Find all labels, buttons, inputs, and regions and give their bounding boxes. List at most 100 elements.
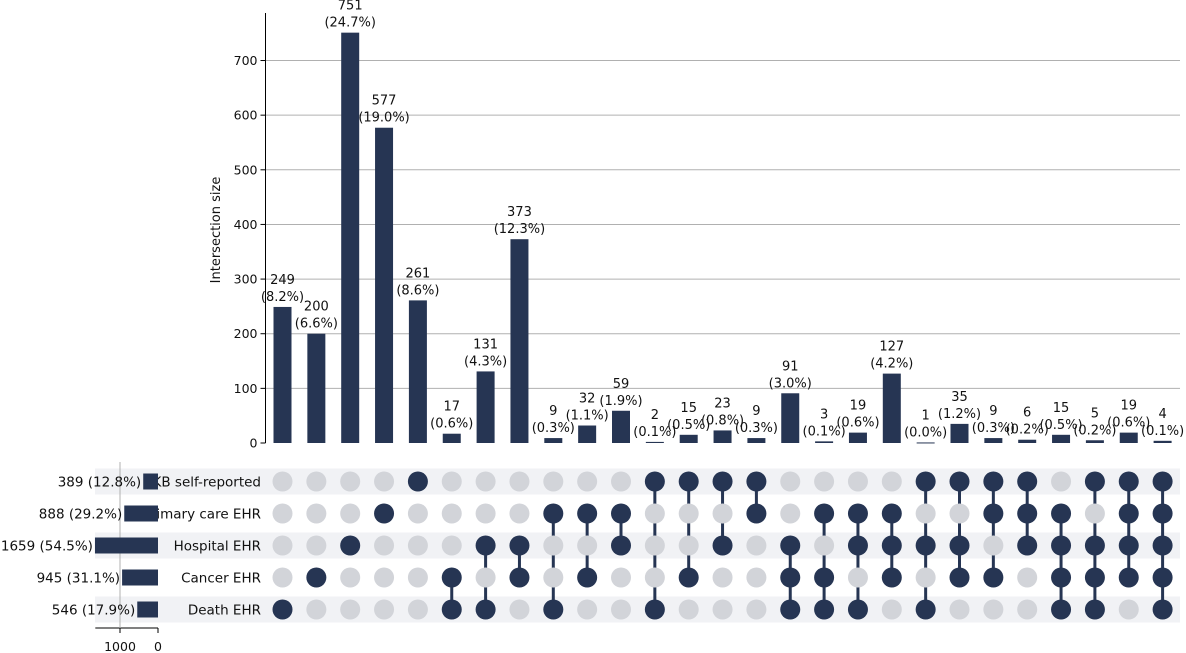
matrix-dot-empty xyxy=(407,535,428,556)
matrix-dot-empty xyxy=(1017,567,1038,588)
matrix-dot-empty xyxy=(407,599,428,620)
matrix-dot-filled xyxy=(847,535,868,556)
matrix-dot-filled xyxy=(881,535,902,556)
bar-value-label: 19 xyxy=(850,399,867,414)
intersection-bar xyxy=(375,127,394,443)
matrix-dot-empty xyxy=(1017,599,1038,620)
matrix-dot-empty xyxy=(949,599,970,620)
set-label: Death EHR xyxy=(188,603,261,619)
y-tick-label: 300 xyxy=(234,272,258,287)
bar-value-label: 127 xyxy=(879,340,904,355)
bar-percent-label: (1.2%) xyxy=(938,407,981,422)
bar-percent-label: (3.0%) xyxy=(769,376,812,391)
matrix-dot-empty xyxy=(374,471,395,492)
matrix-dot-empty xyxy=(475,567,496,588)
matrix-dot-empty xyxy=(1084,503,1105,524)
matrix-dot-filled xyxy=(1051,503,1072,524)
matrix-dot-empty xyxy=(983,599,1004,620)
gridlines xyxy=(265,60,1180,389)
matrix-dot-filled xyxy=(915,599,936,620)
intersection-bar xyxy=(645,441,664,443)
bar-value-label: 9 xyxy=(549,404,557,419)
matrix-dot-empty xyxy=(814,535,835,556)
matrix-dot-filled xyxy=(983,471,1004,492)
matrix-dot-filled xyxy=(644,471,665,492)
matrix-dot-empty xyxy=(340,471,361,492)
intersection-bar xyxy=(848,432,867,443)
y-tick-label: 400 xyxy=(234,217,258,232)
bar-value-label: 6 xyxy=(1023,406,1031,421)
matrix-dot-empty xyxy=(475,503,496,524)
bar-percent-label: (0.1%) xyxy=(803,424,846,439)
matrix-dot-empty xyxy=(272,471,293,492)
matrix-dot-filled xyxy=(340,535,361,556)
bar-percent-label: (0.5%) xyxy=(1039,418,1082,433)
matrix-dot-empty xyxy=(814,471,835,492)
bar-percent-label: (0.0%) xyxy=(904,425,947,440)
intersection-bar xyxy=(950,423,969,443)
bar-percent-label: (24.7%) xyxy=(324,16,375,31)
intersection-bar xyxy=(578,425,597,443)
matrix-dot-empty xyxy=(712,567,733,588)
matrix-dot-filled xyxy=(814,599,835,620)
intersection-bars xyxy=(273,32,1172,444)
matrix-dot-filled xyxy=(1118,567,1139,588)
matrix-dot-filled xyxy=(611,535,631,556)
matrix-dot-empty xyxy=(678,599,699,620)
matrix-dot-filled xyxy=(746,503,767,524)
matrix-dot-empty xyxy=(712,503,733,524)
matrix-dot-empty xyxy=(949,503,970,524)
bar-value-label: 17 xyxy=(443,400,460,415)
bar-percent-label: (0.2%) xyxy=(1073,423,1116,438)
set-labels: UKB self-reported Primary care EHR Hospita… xyxy=(143,475,261,619)
matrix-dot-empty xyxy=(746,567,767,588)
matrix-dot-filled xyxy=(847,503,868,524)
matrix-dot-empty xyxy=(915,567,936,588)
bar-value-label: 32 xyxy=(579,392,596,407)
matrix-dot-filled xyxy=(949,471,970,492)
matrix-dot-filled xyxy=(1017,503,1038,524)
bar-value-label: 9 xyxy=(752,404,760,419)
matrix-dot-filled xyxy=(847,599,868,620)
bar-value-label: 15 xyxy=(1053,401,1070,416)
set-size-label: 389 (12.8%) xyxy=(58,475,141,491)
matrix-dot-empty xyxy=(746,599,767,620)
matrix-dot-filled xyxy=(1152,535,1173,556)
matrix-dot-filled xyxy=(780,535,801,556)
matrix-dot-filled xyxy=(1051,567,1072,588)
matrix-dot-empty xyxy=(509,599,530,620)
matrix-dot-empty xyxy=(983,535,1004,556)
bar-percent-label: (0.3%) xyxy=(972,421,1015,436)
matrix-dot-filled xyxy=(644,599,665,620)
set-axis-tick-label: 1000 xyxy=(104,639,136,653)
bar-percent-label: (0.2%) xyxy=(1006,423,1049,438)
set-size-bar xyxy=(143,473,158,490)
matrix-dot-filled xyxy=(712,535,733,556)
matrix-dot-empty xyxy=(509,471,530,492)
set-size-bar xyxy=(94,537,158,554)
matrix-dot-empty xyxy=(881,471,902,492)
bar-value-label: 23 xyxy=(714,396,731,411)
matrix-dot-empty xyxy=(712,599,733,620)
bar-percent-label: (0.6%) xyxy=(430,417,473,432)
matrix-dot-filled xyxy=(814,567,835,588)
matrix-dot-filled xyxy=(1017,471,1038,492)
intersection-bar xyxy=(273,306,292,443)
matrix-dot-empty xyxy=(746,535,767,556)
intersection-bar xyxy=(476,371,495,443)
matrix-dot-empty xyxy=(340,599,361,620)
bar-percent-label: (1.9%) xyxy=(599,394,642,409)
matrix-dot-empty xyxy=(577,471,598,492)
matrix-dot-filled xyxy=(881,503,902,524)
intersection-bar xyxy=(747,438,766,443)
matrix-dot-empty xyxy=(1051,471,1072,492)
matrix-dot-filled xyxy=(1152,567,1173,588)
matrix-dot-empty xyxy=(374,567,395,588)
set-size-bar xyxy=(137,601,158,618)
bar-value-label: 3 xyxy=(820,407,828,422)
intersection-bar xyxy=(882,373,901,443)
matrix-dot-filled xyxy=(475,599,496,620)
matrix-dot-empty xyxy=(577,535,598,556)
matrix-dot-filled xyxy=(712,471,733,492)
